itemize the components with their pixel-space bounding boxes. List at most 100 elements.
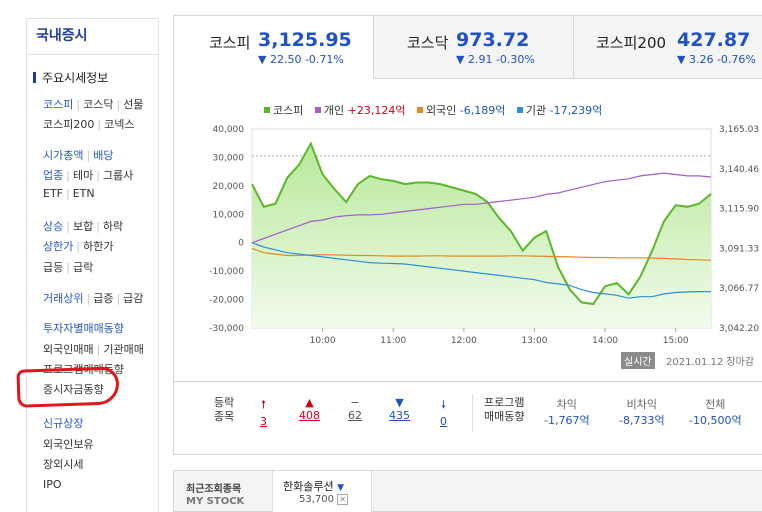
total-label: 전체 [705, 398, 726, 411]
tab-kospi-value: 3,125.95 [258, 29, 352, 51]
sidebar-link-new-listing[interactable]: 신규상장 [43, 417, 84, 430]
down-triangle-icon: ▼ [395, 396, 404, 409]
realtime-badge[interactable]: 실시간 [621, 352, 655, 369]
sidebar-link-kospi[interactable]: 코스피 [43, 98, 74, 111]
kospi-area [252, 143, 711, 328]
sidebar-link-volume-top[interactable]: 거래상위 [43, 292, 84, 305]
down-stat[interactable]: ▼ 435 [389, 396, 410, 422]
market-date: 2021.01.12 장마감 [666, 357, 755, 368]
x-tick-label: 11:00 [380, 336, 406, 346]
tab-kospi200-name: 코스피200 [596, 34, 667, 52]
sidebar-link-industry[interactable]: 업종 [43, 169, 64, 182]
individual-line [251, 172, 712, 244]
legend-foreign: 외국인 -6,189억 [416, 104, 505, 117]
left-tick-label: -20,000 [209, 296, 244, 306]
sidebar-current-section[interactable]: 주요시세정보 [33, 69, 108, 86]
sidebar-link-foreign-holding[interactable]: 외국인보유 [43, 438, 94, 451]
x-tick-label: 10:00 [310, 336, 336, 346]
up-stat[interactable]: ▲ 408 [299, 396, 320, 422]
updown-label-line1: 등락 [214, 396, 235, 409]
left-tick-label: 0 [238, 239, 244, 249]
sidebar-link-futures[interactable]: 선물 [123, 98, 144, 111]
tab-kosdaq[interactable]: 코스닥 973.72 ▼ 2.91 -0.30% [374, 16, 574, 79]
arbitrage-stat: 차익 -1,767억 [544, 396, 590, 428]
sidebar-link-theme[interactable]: 테마 [72, 169, 94, 182]
flat-stat[interactable]: − 62 [348, 396, 362, 422]
sidebar-link-surge[interactable]: 급등 [43, 261, 64, 274]
tab-kospi[interactable]: 코스피 3,125.95 ▼ 22.50 -0.71% [174, 16, 374, 79]
sidebar-link-ipo[interactable]: IPO [43, 478, 62, 491]
sidebar-row-surge: 급등 | 급락 [43, 261, 94, 274]
sidebar-link-kosdaq[interactable]: 코스닥 [83, 98, 114, 111]
left-tick-label: -30,000 [209, 324, 244, 334]
legend-individual-label: 개인 [323, 104, 345, 117]
left-tick-label: 30,000 [213, 153, 245, 163]
sidebar-link-dividend[interactable]: 배당 [93, 149, 114, 162]
down-count[interactable]: 435 [389, 409, 410, 422]
total-stat: 전체 -10,500억 [689, 396, 742, 428]
left-tick-label: 20,000 [213, 182, 245, 192]
sidebar-row-rise: 상승 | 보합 | 하락 [43, 220, 124, 233]
tab-kospi200-change: ▼ 3.26 -0.76% [677, 53, 756, 66]
legend-institution-label: 기관 [525, 104, 547, 117]
right-tick-label: 3,165.03 [719, 125, 759, 135]
kospi-line [251, 141, 712, 306]
flat-count[interactable]: 62 [348, 409, 362, 422]
stats-divider [472, 394, 473, 432]
legend-institution-value: -17,239억 [549, 104, 603, 117]
sidebar-link-up-rank[interactable]: 급증 [93, 292, 114, 305]
sidebar-link-down-rank[interactable]: 급감 [123, 292, 144, 305]
sidebar-title[interactable]: 국내증시 [27, 19, 158, 55]
recent-stock-price-wrap: 53,700 ✕ [299, 494, 348, 505]
nonarbitrage-label: 비차익 [626, 398, 657, 411]
recent-stock-item[interactable]: 한화솔루션 ▼ 53,700 ✕ [272, 471, 372, 512]
sidebar-link-market-cap[interactable]: 시가총액 [43, 149, 84, 162]
my-stock-label[interactable]: MY STOCK [186, 496, 245, 507]
right-tick-label: 3,066.77 [719, 284, 759, 294]
sidebar-link-plunge[interactable]: 급락 [72, 261, 94, 274]
sidebar-link-group[interactable]: 그룹사 [102, 169, 134, 182]
index-tabs: 코스피 3,125.95 ▼ 22.50 -0.71% 코스닥 973.72 ▼… [174, 16, 762, 79]
left-tick-label: -10,000 [209, 267, 244, 277]
sidebar-row-index2: 코스피200 | 코넥스 [43, 118, 135, 131]
updown-label: 등락 종목 [214, 396, 234, 424]
sidebar-link-etf[interactable]: ETF [43, 187, 63, 200]
sidebar-row-etf: ETF | ETN [43, 187, 95, 200]
sidebar-link-rise[interactable]: 상승 [43, 220, 64, 233]
sidebar-link-lower-limit[interactable]: 하한가 [83, 240, 114, 253]
sidebar-link-fall[interactable]: 하락 [102, 220, 124, 233]
sidebar-link-flat[interactable]: 보합 [72, 220, 94, 233]
sidebar-link-investor-trend[interactable]: 투자자별매매동향 [43, 322, 124, 335]
legend-institution-swatch [516, 107, 523, 113]
sidebar-link-program-trend[interactable]: 프로그램매매동향 [43, 363, 124, 376]
upper-limit-stat[interactable]: 🠕 3 [260, 396, 267, 428]
sidebar: 국내증시 주요시세정보 코스피 | 코스닥 | 선물 코스피200 | 코넥스 시가총액 | 배… [26, 18, 159, 512]
remove-icon[interactable]: ✕ [337, 494, 348, 505]
intraday-chart: 40,000 30,000 20,000 10,000 0 -10,000 -20,000 -… [209, 125, 759, 346]
arbitrage-value: -1,767억 [544, 414, 590, 427]
sidebar-link-kospi200[interactable]: 코스피200 [43, 118, 95, 131]
sidebar-link-upper-limit[interactable]: 상한가 [43, 240, 74, 253]
sidebar-link-foreign-trade[interactable]: 외국인매매 [43, 343, 94, 356]
sidebar-row-industry: 업종 | 테마 | 그룹사 [43, 169, 134, 182]
sidebar-link-etn[interactable]: ETN [72, 187, 95, 200]
flat-dash-icon: − [350, 396, 360, 409]
lower-limit-stat[interactable]: 🠗 0 [440, 396, 447, 428]
sidebar-link-inst-trade[interactable]: 기관매매 [103, 343, 144, 356]
recent-stock-name[interactable]: 한화솔루션 [283, 480, 334, 493]
legend-foreign-label: 외국인 [425, 104, 457, 117]
legend-individual-value: +23,124억 [347, 104, 406, 117]
upper-limit-count[interactable]: 3 [260, 415, 267, 428]
lower-limit-count[interactable]: 0 [440, 415, 447, 428]
legend-institution: 기관 -17,239억 [516, 104, 603, 117]
sidebar-link-funds-trend[interactable]: 증시자금동향 [43, 383, 104, 396]
market-panel: 코스피 3,125.95 ▼ 22.50 -0.71% 코스닥 973.72 ▼… [173, 15, 762, 455]
sidebar-link-konex[interactable]: 코넥스 [104, 118, 135, 131]
tab-kospi200[interactable]: 코스피200 427.87 ▼ 3.26 -0.76% [574, 16, 762, 79]
recent-stocks-bar: 최근조회종목 MY STOCK 한화솔루션 ▼ 53,700 ✕ [173, 470, 762, 512]
recent-stock-name-wrap[interactable]: 한화솔루션 ▼ [283, 478, 344, 494]
up-count[interactable]: 408 [299, 409, 320, 422]
upper-limit-arrow-icon: 🠕 [261, 398, 266, 411]
x-tick-label: 14:00 [592, 336, 618, 346]
sidebar-link-otc[interactable]: 장외시세 [43, 458, 84, 471]
